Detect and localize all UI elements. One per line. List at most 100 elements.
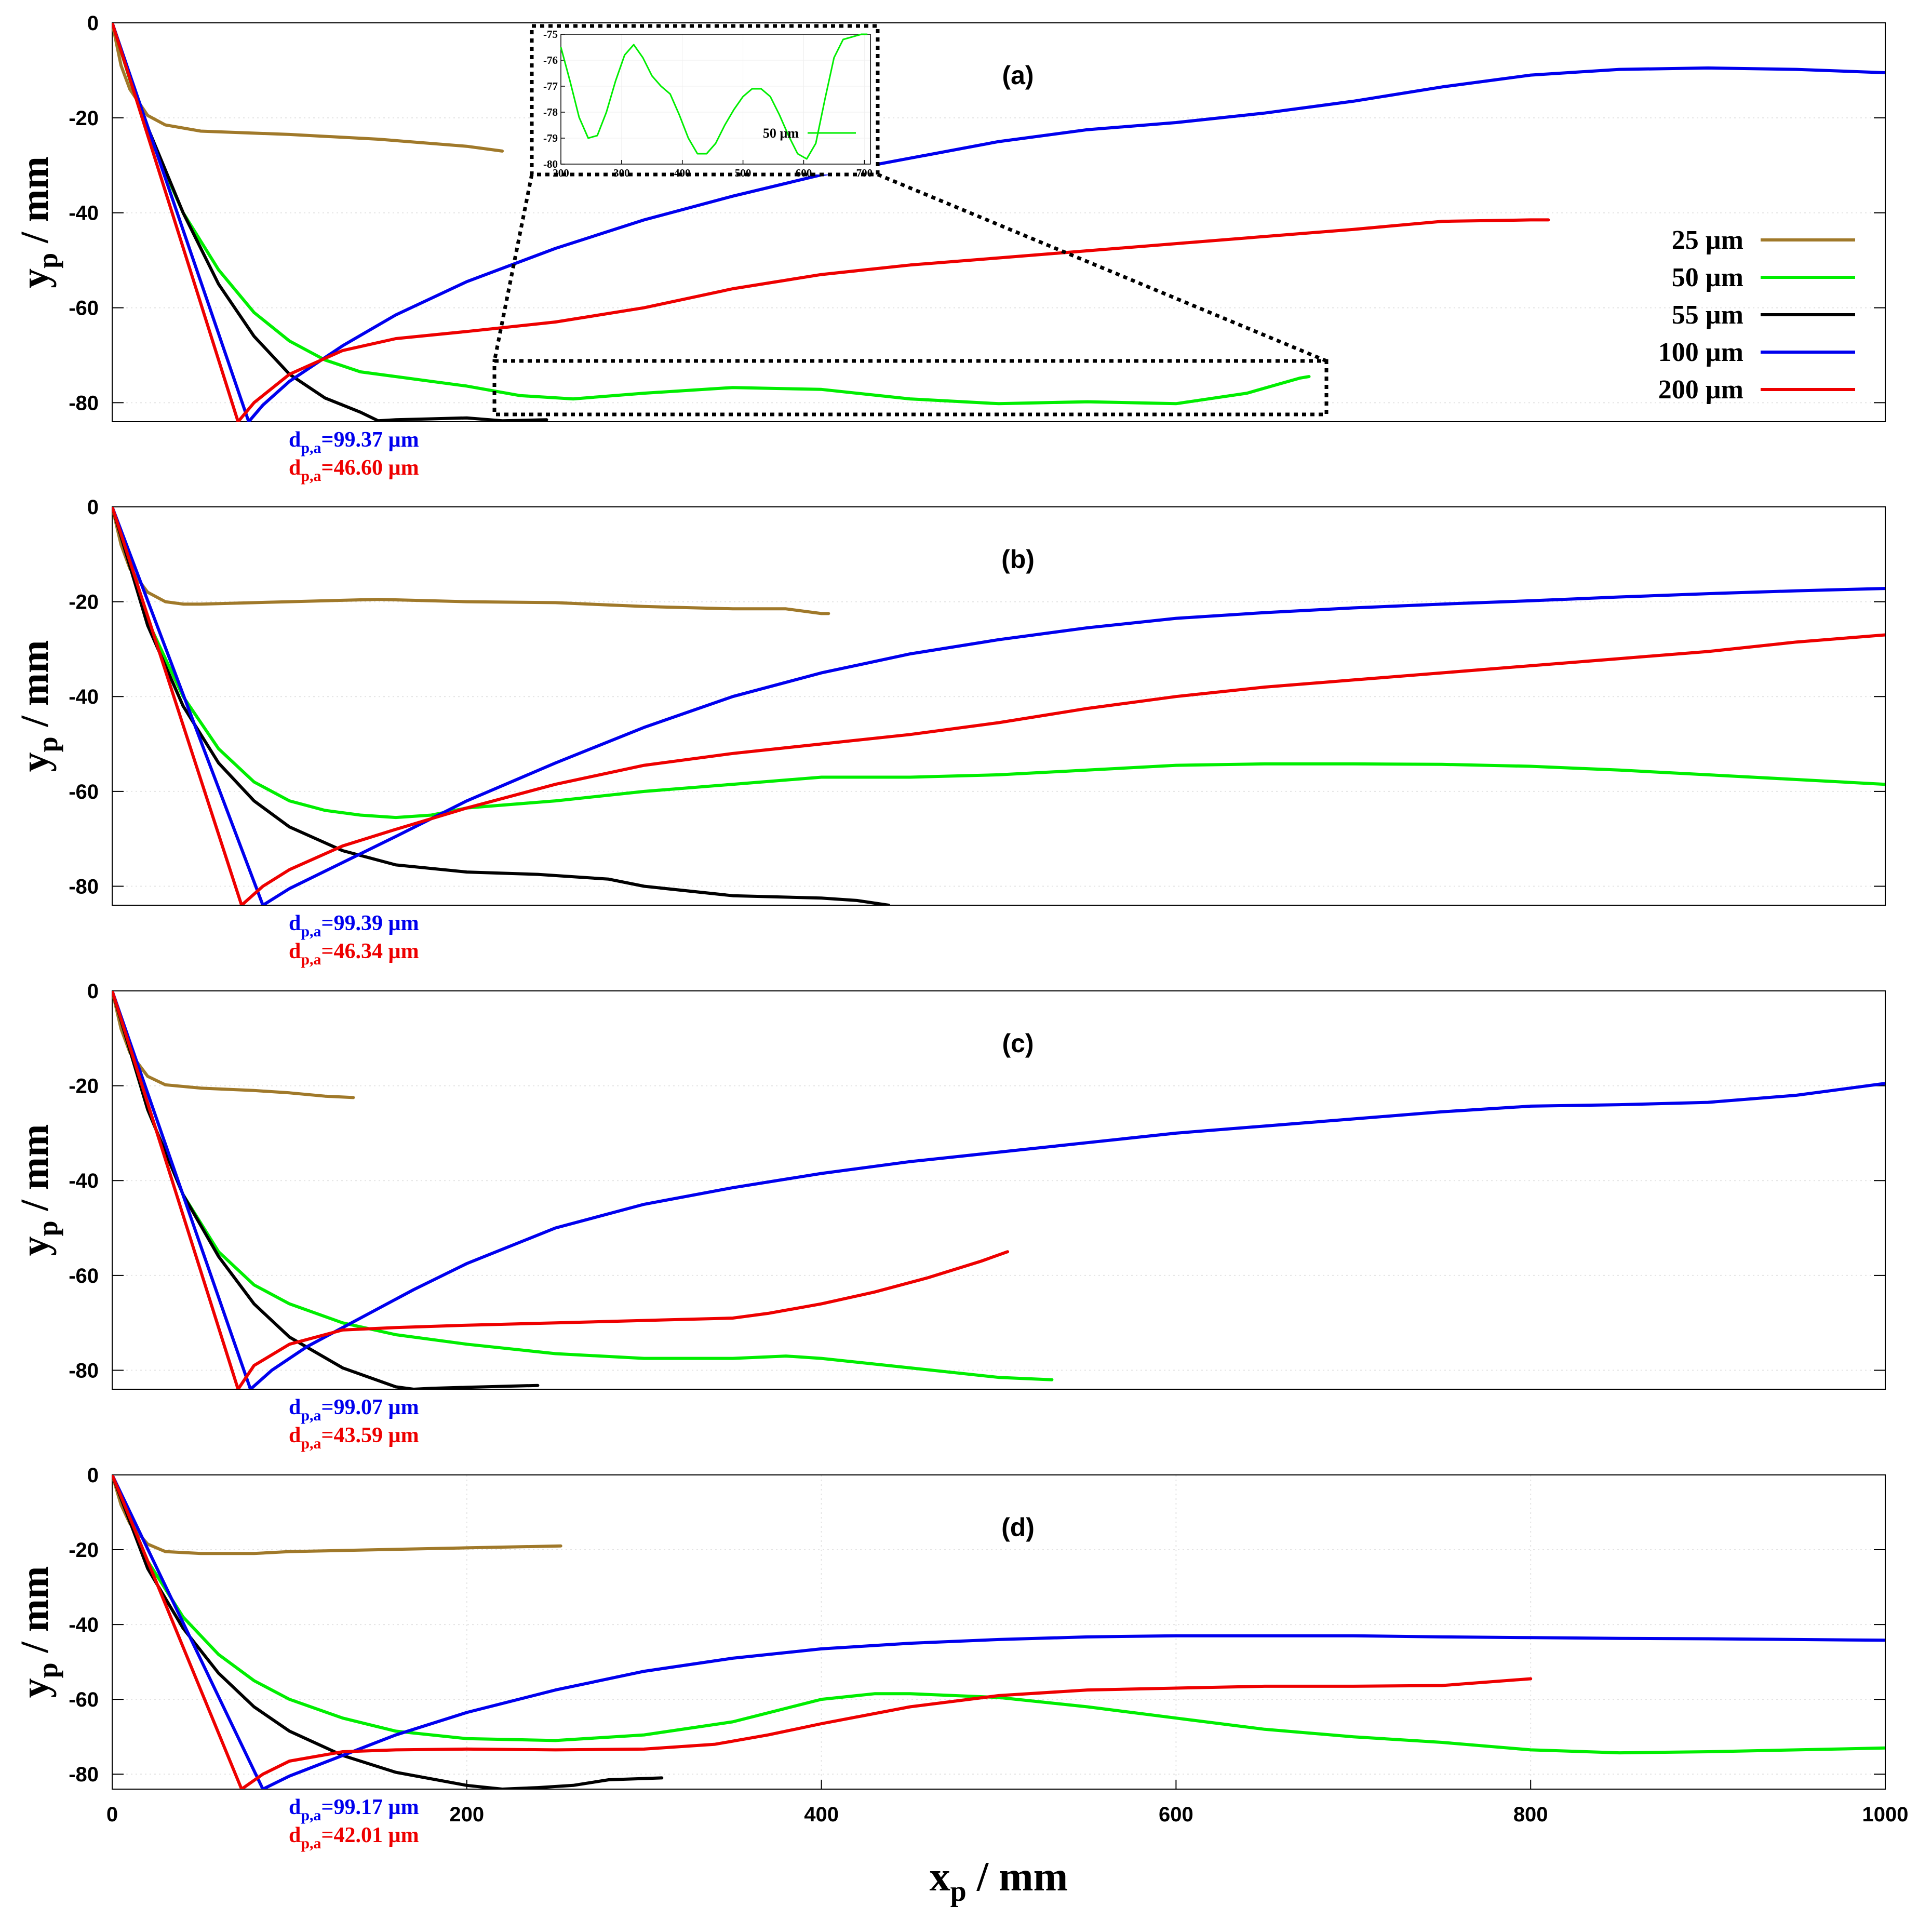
y-tick-label: -80 — [69, 875, 99, 898]
legend-label: 200 µm — [1658, 375, 1743, 405]
inset-x-tick-label: 600 — [796, 167, 812, 179]
annotation-sub: p,a — [301, 1407, 321, 1424]
zoom-connector — [877, 172, 1327, 363]
inset-y-tick-label: -79 — [543, 132, 558, 144]
y-tick-label: -60 — [69, 1265, 99, 1287]
series-line-25m — [112, 991, 355, 1099]
y-tick-label: -40 — [69, 1170, 99, 1192]
y-axis-label-sub: p — [32, 253, 63, 268]
series-line-100m — [112, 507, 1885, 905]
annotation-sub: p,a — [301, 951, 321, 968]
x-tick-label: 400 — [804, 1803, 839, 1826]
annotation-value: =46.60 µm — [321, 456, 419, 480]
inset-outer-box — [530, 24, 880, 177]
series-line-25m — [112, 1475, 562, 1555]
y-tick-label: -20 — [69, 1539, 99, 1562]
annotation-d: d — [289, 1823, 301, 1847]
plot-frame — [112, 1474, 1886, 1790]
annotation-sub: p,a — [301, 1435, 321, 1452]
x-tick-label: 1000 — [1862, 1803, 1909, 1826]
x-axis-label-sub: p — [950, 1875, 967, 1908]
y-axis-label-rest: / mm — [13, 156, 57, 253]
y-axis-label-base: y — [13, 1678, 57, 1698]
annotation-dpa: dp,a=99.07 µm — [289, 1395, 419, 1424]
annotation-d: d — [289, 456, 301, 480]
series-line-25m — [112, 23, 504, 153]
annotation-sub: p,a — [301, 467, 321, 485]
y-axis-label-base: y — [13, 268, 57, 288]
series-line-55m — [112, 23, 548, 422]
y-tick-label: -60 — [69, 1688, 99, 1711]
y-tick-label: 0 — [87, 496, 99, 519]
panel-title: (a) — [1002, 61, 1034, 90]
annotation-value: =99.39 µm — [321, 911, 419, 935]
y-axis-label-rest: / mm — [13, 1124, 57, 1221]
y-tick-label: -80 — [69, 1763, 99, 1786]
y-tick-label: -20 — [69, 591, 99, 614]
y-tick-label: -80 — [69, 1359, 99, 1382]
y-axis-label-base: y — [13, 1236, 57, 1256]
annotation-sub: p,a — [301, 1807, 321, 1824]
annotation-value: =43.59 µm — [321, 1424, 419, 1447]
zoom-box — [492, 359, 1329, 417]
annotation-value: =42.01 µm — [321, 1823, 419, 1847]
legend-label: 55 µm — [1672, 300, 1743, 330]
y-tick-label: -20 — [69, 107, 99, 130]
annotation-value: =99.17 µm — [321, 1795, 419, 1819]
panel-c: 0 -20 -40 -60 -80 yp / mm (c) dp,a=99.07 µmdp,a… — [13, 980, 1886, 1452]
inset-x-tick-label: 400 — [674, 167, 691, 179]
panel-title: (d) — [1001, 1513, 1035, 1542]
inset-y-tick-label: -75 — [543, 28, 558, 41]
y-axis-label-base: y — [13, 752, 57, 772]
x-tick-label: 600 — [1159, 1803, 1193, 1826]
x-tick-label: 800 — [1513, 1803, 1548, 1826]
x-tick-label: 0 — [106, 1803, 118, 1826]
annotation-sub: p,a — [301, 1835, 321, 1852]
annotation-d: d — [289, 1395, 301, 1419]
series-line-25m — [112, 507, 830, 615]
annotation-value: =99.37 µm — [321, 428, 419, 452]
inset-x-tick-label: 500 — [735, 167, 752, 179]
y-tick-label: -20 — [69, 1075, 99, 1098]
y-axis-label-sub: p — [32, 1220, 63, 1236]
series-line-55m — [112, 1475, 664, 1789]
y-tick-label: -40 — [69, 686, 99, 708]
series-line-200m — [112, 1475, 1533, 1789]
series-line-100m — [112, 991, 1885, 1389]
x-axis-label-rest: / mm — [967, 1854, 1068, 1900]
inset-legend-label: 50 µm — [763, 126, 799, 141]
series-line-50m — [112, 1475, 1885, 1755]
plot-frame — [112, 990, 1886, 1390]
y-tick-label: -80 — [69, 392, 99, 414]
inset-x-tick-label: 300 — [613, 167, 630, 179]
series-line-200m — [112, 507, 1885, 905]
annotation-dpa: dp,a=99.39 µm — [289, 911, 419, 940]
series-line-200m — [112, 23, 1550, 422]
series-group — [112, 1475, 1885, 1789]
legend-label: 50 µm — [1672, 263, 1743, 292]
y-tick-label: -40 — [69, 1614, 99, 1636]
annotation-d: d — [289, 939, 301, 963]
series-line-100m — [112, 1475, 1885, 1789]
annotation-dpa: dp,a=46.34 µm — [289, 939, 419, 968]
inset-y-tick-label: -80 — [543, 158, 558, 170]
series-line-50m — [112, 507, 1885, 820]
x-tick-label: 200 — [449, 1803, 484, 1826]
series-line-50m — [112, 991, 1054, 1381]
annotation-d: d — [289, 1795, 301, 1819]
y-axis-label-rest: / mm — [13, 1566, 57, 1663]
series-line-55m — [112, 507, 891, 905]
annotation-dpa: dp,a=99.17 µm — [289, 1795, 419, 1824]
inset-x-tick-label: 700 — [856, 167, 873, 179]
annotation-sub: p,a — [301, 923, 321, 940]
series-group — [112, 991, 1885, 1389]
y-axis-label: yp / mm — [13, 1566, 63, 1698]
plot-frame — [112, 506, 1886, 906]
y-tick-label: 0 — [87, 980, 99, 1003]
annotation-value: =99.07 µm — [321, 1395, 419, 1419]
annotation-d: d — [289, 428, 301, 452]
panel-title: (c) — [1002, 1029, 1034, 1058]
